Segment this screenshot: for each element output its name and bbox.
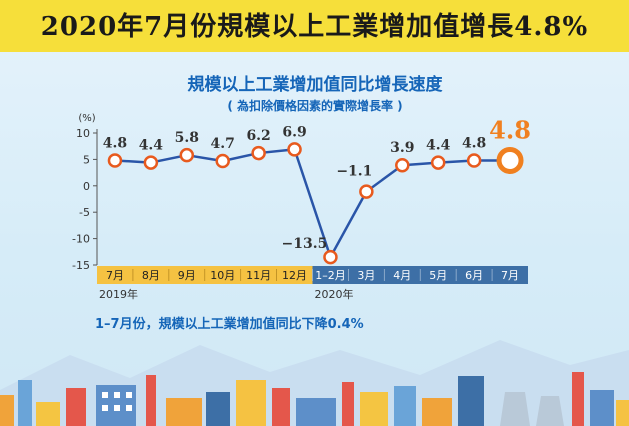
data-label: 5.8 — [175, 130, 199, 146]
data-point — [179, 147, 195, 163]
data-label: 4.4 — [426, 138, 451, 154]
x-tick-label: 11月 — [246, 269, 271, 282]
series-growth-rate: 4.8 4.4 5.8 4.7 6.2 6.9−13.5−1.13.9 4.4 4.8 4.8 — [103, 115, 531, 265]
year-label: 2020年 — [315, 287, 354, 301]
x-tick-label: 1–2月 — [315, 269, 346, 282]
data-label-highlight: 4.8 — [489, 115, 531, 144]
x-tick-label: 12月 — [282, 269, 307, 282]
headline-banner — [0, 0, 629, 52]
data-label: 4.8 — [462, 135, 486, 151]
chart-title: 規模以上工業增加值同比增長速度 — [187, 75, 443, 95]
headline: 2020年7月份規模以上工業增加值增長4.8% — [40, 12, 589, 42]
chart-heading: 規模以上工業增加值同比增長速度 ( 為扣除價格因素的實際增長率 ) — [95, 70, 535, 114]
data-point — [143, 155, 159, 170]
data-point — [395, 157, 410, 173]
x-tick-label: 6月 — [465, 269, 483, 282]
axes: (%) 10 5 0 -5 -10 -15 — [72, 113, 98, 272]
data-point-highlight — [496, 146, 524, 174]
y-tick-label: 10 — [76, 127, 90, 140]
data-label: −13.5 — [282, 236, 328, 252]
chart-subtitle: ( 為扣除價格因素的實際增長率 ) — [227, 99, 403, 113]
year-label: 2019年 — [99, 287, 138, 301]
data-point — [215, 153, 230, 169]
data-point — [287, 142, 302, 157]
data-label: 6.2 — [246, 128, 270, 144]
y-tick-label: 0 — [83, 180, 90, 193]
y-tick-label: -10 — [72, 233, 90, 246]
data-label: 6.9 — [282, 124, 306, 140]
data-point — [359, 184, 374, 199]
data-label: 3.9 — [390, 140, 414, 156]
data-point — [107, 153, 123, 168]
data-point — [323, 249, 338, 265]
x-tick-label: 4月 — [393, 269, 411, 282]
y-tick-label: -15 — [72, 259, 90, 272]
data-point — [430, 155, 446, 170]
x-tick-label: 8月 — [142, 269, 160, 282]
y-tick-label: 5 — [83, 153, 90, 166]
x-tick-label: 5月 — [429, 269, 447, 282]
data-label: −1.1 — [336, 164, 372, 180]
skyline-decoration — [0, 372, 629, 426]
x-tick-label: 3月 — [357, 269, 375, 282]
data-label: 4.4 — [139, 138, 164, 154]
x-tick-label: 7月 — [106, 269, 124, 282]
data-point — [466, 153, 482, 168]
data-point — [251, 145, 266, 161]
data-label: 4.7 — [211, 136, 235, 152]
footnote: 1–7月份，規模以上工業增加值同比下降0.4% — [95, 317, 364, 332]
data-label: 4.8 — [103, 135, 127, 151]
category-band: 7月 8月 9月 10月 11月 12月 1–2月 3月 4月 5月 6月 7月 2019年 2020年 — [97, 266, 528, 301]
x-tick-label: 7月 — [501, 269, 519, 282]
y-tick-label: -5 — [79, 206, 90, 219]
x-tick-label: 9月 — [178, 269, 196, 282]
x-tick-label: 10月 — [210, 269, 235, 282]
y-axis-unit-label: (%) — [78, 113, 95, 124]
